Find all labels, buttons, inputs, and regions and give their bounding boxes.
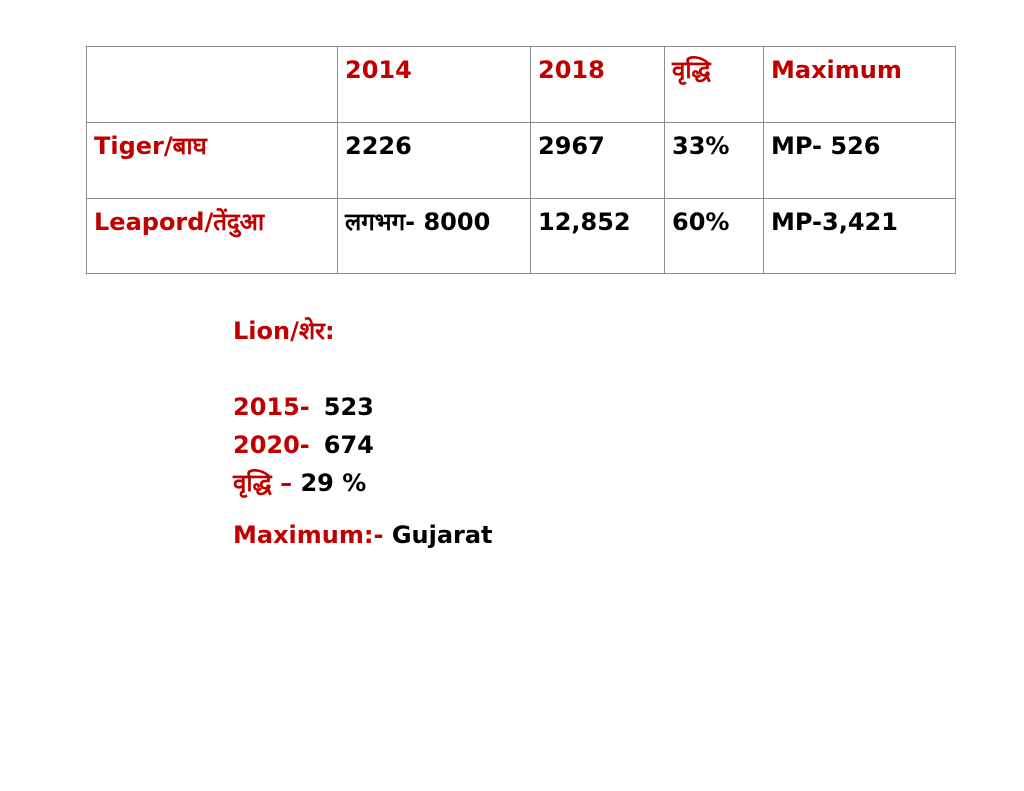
lion-year: 2015- <box>233 393 310 421</box>
header-cell-empty <box>86 46 338 123</box>
growth-value: 29 % <box>300 469 367 497</box>
table-header-row: 2014 2018 वृद्धि Maximum <box>86 46 956 123</box>
lion-section: Lion/शेर: 2015- 523 2020- 674 वृद्धि – 29 … <box>233 312 493 554</box>
header-cell-growth: वृद्धि <box>664 46 764 123</box>
maximum-value: Gujarat <box>391 521 493 549</box>
lion-count: 674 <box>323 431 374 459</box>
table-row: Leapord/तेंदुआ लगभग- 8000 12,852 60% MP-… <box>86 198 956 274</box>
table-cell: 33% <box>664 122 764 199</box>
row-label-tiger: Tiger/बाघ <box>86 122 338 199</box>
table-cell: 60% <box>664 198 764 274</box>
lion-growth: वृद्धि – 29 % <box>233 464 493 502</box>
maximum-label: Maximum:- <box>233 521 384 549</box>
lion-entry-2020: 2020- 674 <box>233 426 493 464</box>
table-row: Tiger/बाघ 2226 2967 33% MP- 526 <box>86 122 956 199</box>
table-cell: MP-3,421 <box>763 198 956 274</box>
table-cell: 12,852 <box>530 198 665 274</box>
lion-title: Lion/शेर: <box>233 317 335 345</box>
table-cell: 2226 <box>337 122 531 199</box>
header-cell-maximum: Maximum <box>763 46 956 123</box>
growth-label: वृद्धि – <box>233 469 293 497</box>
header-cell-2018: 2018 <box>530 46 665 123</box>
table-cell: 2967 <box>530 122 665 199</box>
spacer <box>233 350 493 388</box>
lion-maximum: Maximum:- Gujarat <box>233 516 493 554</box>
table-cell: लगभग- 8000 <box>337 198 531 274</box>
table-cell: MP- 526 <box>763 122 956 199</box>
lion-year: 2020- <box>233 431 310 459</box>
header-cell-2014: 2014 <box>337 46 531 123</box>
lion-count: 523 <box>323 393 374 421</box>
lion-entry-2015: 2015- 523 <box>233 388 493 426</box>
stats-table: 2014 2018 वृद्धि Maximum Tiger/बाघ 2226 … <box>86 46 956 274</box>
row-label-leopard: Leapord/तेंदुआ <box>86 198 338 274</box>
spacer <box>233 502 493 516</box>
